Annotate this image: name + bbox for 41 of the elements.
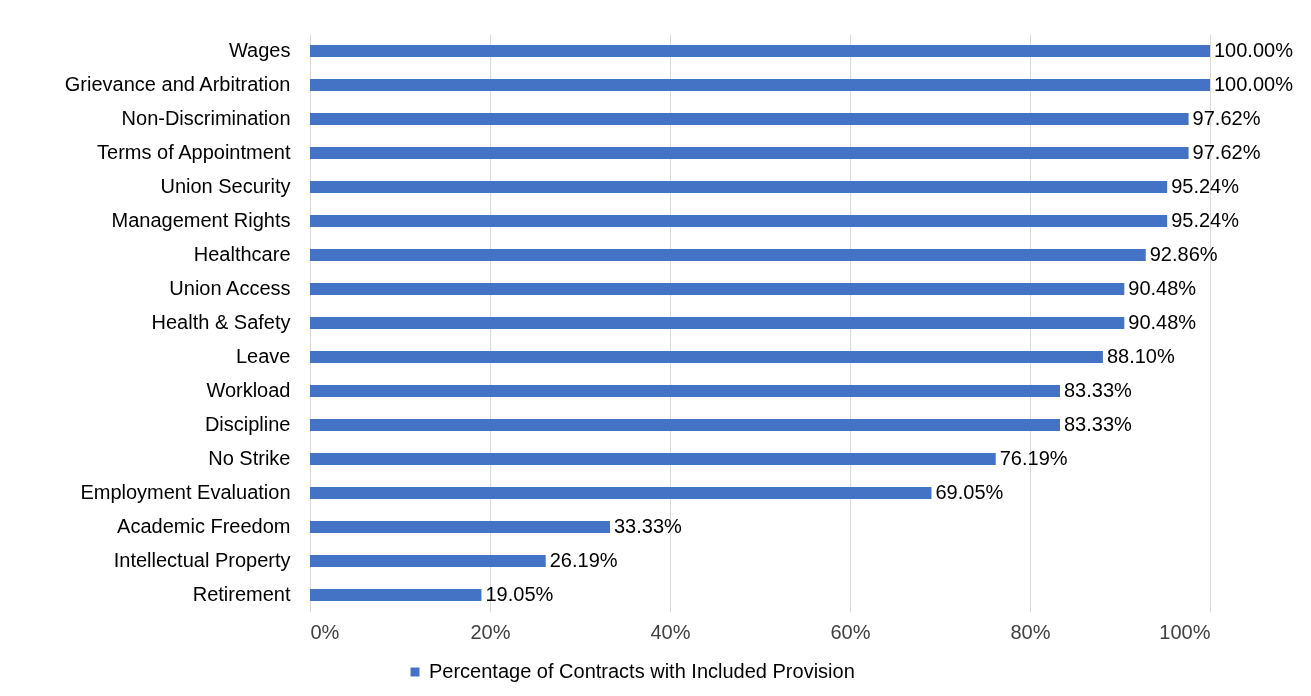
y-tick-label: Terms of Appointment [97,141,291,163]
data-label: 83.33% [1063,413,1133,435]
data-label: 95.24% [1171,209,1240,231]
y-tick-label: Grievance and Arbitration [64,73,291,95]
y-tick-label: No Strike [208,447,291,469]
data-label: 100.00% [1214,39,1294,61]
data-label: 19.05% [485,583,554,605]
y-tick-label: Intellectual Property [113,549,291,571]
data-label: 97.62% [1192,107,1261,129]
x-tick-label: 0% [310,620,340,643]
data-label: 90.48% [1128,277,1197,299]
y-tick-label: Discipline [204,413,291,435]
y-tick-label: Employment Evaluation [80,481,291,503]
data-label: 26.19% [549,549,618,571]
data-label: 97.62% [1192,141,1261,163]
data-label: 88.10% [1106,345,1175,367]
y-tick-label: Wages [228,39,291,61]
y-tick-label: Retirement [192,583,291,605]
y-tick-label: Healthcare [193,243,291,265]
y-tick-label: Union Access [169,277,291,299]
data-label: 33.33% [613,515,683,537]
y-tick-label: Workload [206,379,291,401]
y-tick-label: Non-Discrimination [121,107,291,129]
y-tick-label: Leave [236,345,291,367]
x-tick-label: 40% [650,620,691,643]
y-tick-label: Management Rights [111,209,291,231]
data-label: 100.00% [1214,73,1294,95]
x-tick-label: 80% [1010,620,1051,643]
x-tick-label: 20% [470,620,511,643]
x-tick-label: 60% [830,620,871,643]
data-label: 92.86% [1149,243,1218,265]
y-tick-label: Academic Freedom [117,515,291,537]
y-tick-label: Union Security [160,175,291,197]
data-label: 69.05% [935,481,1004,503]
data-label: 90.48% [1128,311,1197,333]
data-label: 76.19% [999,447,1068,469]
legend-label: Percentage of Contracts with Included Provision [429,660,855,682]
data-label: 83.33% [1063,379,1133,401]
y-tick-label: Health & Safety [151,311,291,333]
data-label: 95.24% [1171,175,1240,197]
x-tick-label: 100% [1159,620,1211,643]
